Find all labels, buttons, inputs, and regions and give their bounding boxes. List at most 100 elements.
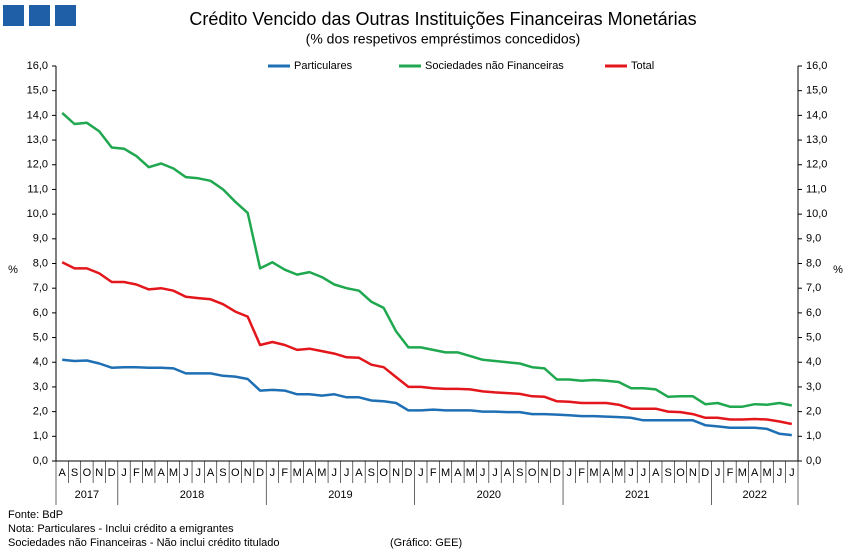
y2-tick-label: 9,0 [806,233,821,245]
x-tick-label: J [195,467,201,479]
x-tick-label: A [157,467,165,479]
x-tick-label: A [751,467,759,479]
y2-tick-label: 12,0 [806,159,827,171]
y-tick-label: 6,0 [33,307,48,319]
year-label: 2022 [742,489,766,501]
logo-square [29,5,50,26]
y2-tick-label: 5,0 [806,331,821,343]
y2-tick-label: 11,0 [806,183,827,195]
y-tick-label: 3,0 [33,381,48,393]
y2-tick-label: 16,0 [806,60,827,72]
x-tick-label: N [392,467,400,479]
y2-tick-label: 15,0 [806,85,827,97]
year-label: 2020 [477,489,501,501]
x-tick-label: J [270,467,276,479]
x-tick-label: A [454,467,462,479]
y-tick-label: 7,0 [33,282,48,294]
y2-tick-label: 6,0 [806,307,821,319]
y-tick-label: 14,0 [27,109,48,121]
y-tick-label: 12,0 [27,159,48,171]
x-tick-label: J [641,467,647,479]
x-tick-label: J [789,467,795,479]
legend-label: Particulares [294,60,353,72]
x-tick-label: M [589,467,598,479]
series-line [61,111,793,408]
y2-axis-label: % [833,264,843,276]
y2-tick-label: 8,0 [806,257,821,269]
x-tick-label: J [492,467,498,479]
series-line [61,261,793,426]
note: Fonte: BdP [8,509,63,521]
x-tick-label: F [281,467,288,479]
y-tick-label: 11,0 [27,183,48,195]
x-tick-label: J [566,467,572,479]
y2-tick-label: 2,0 [806,406,821,418]
y2-tick-label: 14,0 [806,109,827,121]
x-tick-label: S [368,467,375,479]
x-tick-label: A [306,467,314,479]
x-tick-label: J [332,467,338,479]
x-tick-label: D [701,467,709,479]
x-tick-label: M [317,467,326,479]
x-tick-label: F [578,467,585,479]
x-tick-label: S [71,467,78,479]
logo-square [55,5,76,26]
y-tick-label: 1,0 [33,430,48,442]
year-label: 2019 [328,489,352,501]
y-tick-label: 15,0 [27,85,48,97]
x-tick-label: A [207,467,215,479]
chart-subtitle: (% dos respetivos empréstimos concedidos… [306,31,581,47]
x-tick-label: M [614,467,623,479]
note: Nota: Particulares - Inclui crédito a em… [8,523,234,535]
y2-tick-label: 4,0 [806,356,821,368]
x-tick-label: D [108,467,116,479]
x-tick-label: J [418,467,424,479]
y2-tick-label: 0,0 [806,455,821,467]
year-label: 2018 [180,489,204,501]
x-tick-label: A [355,467,363,479]
x-tick-label: M [466,467,475,479]
y-tick-label: 9,0 [33,233,48,245]
x-tick-label: J [715,467,721,479]
x-tick-label: D [404,467,412,479]
year-label: 2021 [625,489,649,501]
x-tick-label: J [183,467,189,479]
x-tick-label: A [603,467,611,479]
legend-label: Sociedades não Financeiras [425,60,564,72]
y-axis-label: % [8,264,18,276]
x-tick-label: S [219,467,226,479]
y-tick-label: 16,0 [27,60,48,72]
x-tick-label: N [541,467,549,479]
x-tick-label: A [504,467,512,479]
x-tick-label: D [553,467,561,479]
x-tick-label: F [133,467,140,479]
logo-square [3,5,24,26]
y2-tick-label: 3,0 [806,381,821,393]
y2-tick-label: 1,0 [806,430,821,442]
y2-tick-label: 10,0 [806,208,827,220]
y2-tick-label: 13,0 [806,134,827,146]
year-label: 2017 [75,489,99,501]
x-tick-label: J [344,467,350,479]
y-tick-label: 2,0 [33,406,48,418]
x-tick-label: J [121,467,127,479]
x-tick-label: N [244,467,252,479]
y-tick-label: 0,0 [33,455,48,467]
x-tick-label: S [664,467,671,479]
x-tick-label: O [379,467,388,479]
y-tick-label: 10,0 [27,208,48,220]
x-tick-label: A [652,467,660,479]
x-tick-label: A [59,467,67,479]
x-tick-label: J [480,467,486,479]
y-tick-label: 13,0 [27,134,48,146]
x-tick-label: D [256,467,264,479]
y-tick-label: 8,0 [33,257,48,269]
x-tick-label: F [430,467,437,479]
legend-label: Total [631,60,654,72]
x-tick-label: O [83,467,92,479]
x-tick-label: O [528,467,537,479]
x-tick-label: O [676,467,685,479]
x-tick-label: M [738,467,747,479]
x-tick-label: F [727,467,734,479]
